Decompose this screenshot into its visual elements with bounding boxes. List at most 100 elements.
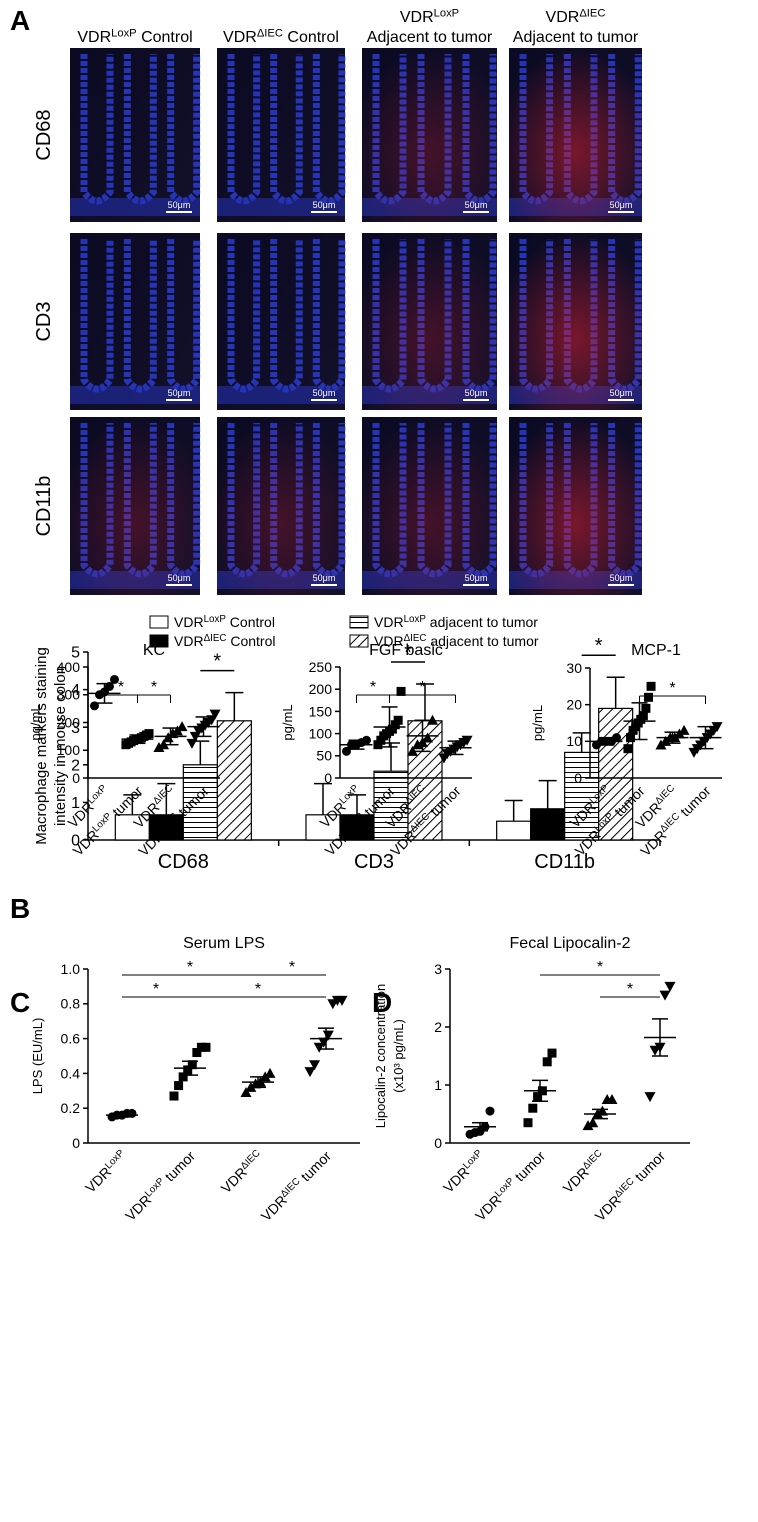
x-tick-label-part: tumor <box>509 1148 549 1188</box>
legend-label-part: VDR <box>174 633 204 649</box>
bar <box>216 720 252 841</box>
legend-label-part: LoxP <box>404 614 427 625</box>
x-tick-label-part: tumor <box>295 1148 335 1188</box>
panel-label: C <box>10 987 30 1018</box>
micrograph: 50μm <box>509 48 642 222</box>
point <box>174 1081 184 1091</box>
bar <box>564 751 600 841</box>
x-tick-label-part: tumor <box>159 1148 199 1188</box>
micrograph-bg <box>217 48 345 222</box>
significance-label: * <box>118 679 124 696</box>
x-tick-label: VDRΔIEC tumor <box>592 1148 669 1225</box>
scale-bar-label: 50μm <box>465 388 488 398</box>
row-label: CD11b <box>33 476 55 537</box>
significance-label: * <box>595 635 603 657</box>
x-tick-label: CD11b <box>534 851 595 873</box>
y-tick-label: 0 <box>72 770 80 786</box>
x-tick-label: CD68 <box>158 851 209 873</box>
bar <box>148 814 184 841</box>
point <box>144 729 154 739</box>
chart-title: KC <box>143 642 165 659</box>
column-header-part: VDR <box>77 29 111 46</box>
y-tick-label: 4 <box>71 682 80 699</box>
legend-label-part: LoxP <box>204 614 227 625</box>
micrograph: 50μm <box>70 233 201 410</box>
y-tick-label: 3 <box>71 720 80 737</box>
point <box>196 1042 206 1052</box>
significance-label: * <box>597 959 603 976</box>
micrograph: 50μm <box>217 417 346 595</box>
point <box>393 715 403 725</box>
point <box>606 1094 618 1104</box>
row-label: CD68 <box>33 109 55 160</box>
stain <box>509 48 642 222</box>
legend-label: VDRLoxP Control <box>174 614 275 630</box>
point <box>313 1042 325 1053</box>
point <box>187 1060 197 1070</box>
significance-label: * <box>151 679 157 696</box>
scale-bar-label: 50μm <box>168 388 191 398</box>
x-tick-label: VDRΔIEC <box>218 1148 266 1196</box>
x-tick-label: VDRLoxP tumor <box>472 1148 548 1224</box>
stain <box>70 417 200 595</box>
micrograph: 50μm <box>362 233 497 410</box>
point <box>153 741 165 752</box>
column-header: Adjacent to tumor <box>367 29 493 46</box>
point <box>186 738 198 749</box>
chart-title: Serum LPS <box>183 935 265 952</box>
significance-label: * <box>404 642 412 664</box>
scale-bar-label: 50μm <box>168 200 191 210</box>
point <box>209 709 221 720</box>
y-tick-label: 10 <box>566 733 582 749</box>
significance-label: * <box>153 981 159 998</box>
y-axis-label: intensity in mouse colon <box>52 666 69 826</box>
legend-label-part: VDR <box>374 633 404 649</box>
y-tick-label: 0.6 <box>61 1031 81 1047</box>
panel-label: B <box>10 893 30 924</box>
point <box>711 722 723 733</box>
micrograph: 50μm <box>217 233 346 410</box>
y-tick-label: 0.8 <box>61 996 81 1012</box>
y-tick-label: 150 <box>309 703 333 719</box>
point <box>643 692 653 702</box>
point <box>422 732 433 743</box>
column-header-part: ΔIEC <box>579 7 605 19</box>
column-header-part: Control <box>137 29 193 46</box>
x-tick-label-part: tumor <box>674 783 714 823</box>
x-tick-label-part: LoxP <box>103 1148 127 1172</box>
legend-label-part: Control <box>226 614 275 630</box>
y-axis-label: pg/mL <box>28 704 43 740</box>
legend-label: VDRΔIEC adjacent to tumor <box>374 633 539 649</box>
point <box>201 1042 211 1052</box>
x-tick-label: VDRΔIEC tumor <box>258 1148 335 1225</box>
y-tick-label: 200 <box>57 714 81 730</box>
y-tick-label: 0 <box>324 770 332 786</box>
x-tick-label-part: ΔIEC <box>239 1148 263 1172</box>
legend-label-part: VDR <box>174 614 204 630</box>
significance-label: * <box>255 981 261 998</box>
point <box>396 686 406 696</box>
y-tick-label: 400 <box>57 659 81 675</box>
point <box>169 1091 179 1101</box>
column-header: VDRΔIEC <box>546 7 606 26</box>
y-axis-label: (x10³ pg/mL) <box>391 1019 406 1093</box>
point <box>644 1092 656 1103</box>
legend-label-part: ΔIEC <box>204 633 227 644</box>
legend-swatch <box>149 615 169 629</box>
point <box>582 1120 594 1131</box>
legend-label: VDRLoxP adjacent to tumor <box>374 614 538 630</box>
point <box>427 714 438 725</box>
stain <box>509 417 642 595</box>
significance-label: * <box>669 680 675 697</box>
chart-title: FGF basic <box>369 642 443 659</box>
column-header-part: LoxP <box>111 27 137 39</box>
column-header-part: VDR <box>546 9 580 26</box>
scale-bar-label: 50μm <box>610 573 633 583</box>
y-tick-label: 1.0 <box>61 961 81 977</box>
point <box>547 1048 557 1058</box>
column-header: VDRΔIEC Control <box>223 27 339 46</box>
row-label: CD3 <box>33 301 55 341</box>
column-header: Adjacent to tumor <box>513 29 639 46</box>
point <box>542 1057 552 1067</box>
